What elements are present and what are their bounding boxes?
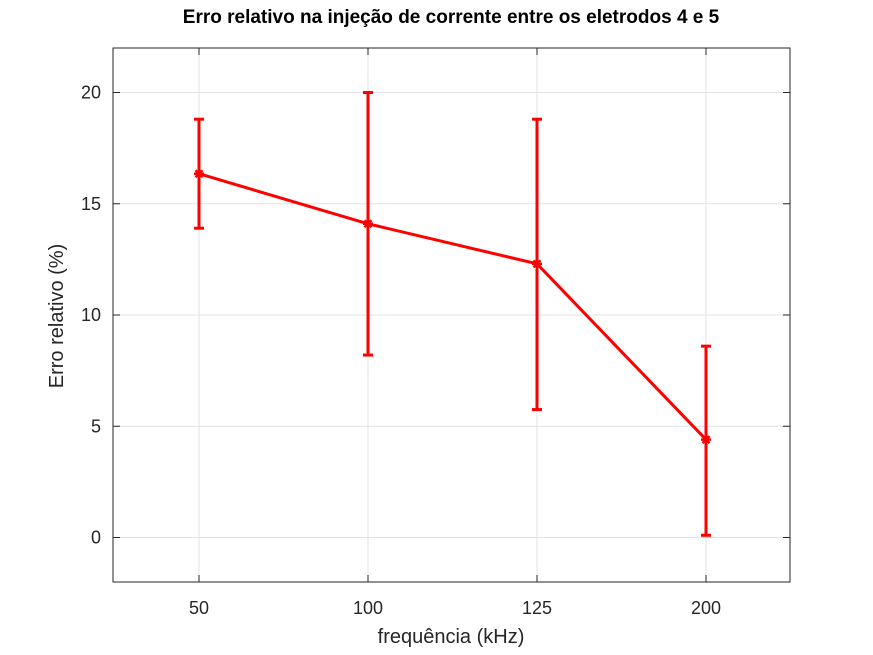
plot-frame [112,47,791,583]
x-tick-label: 125 [522,598,552,618]
data-point-marker [701,434,711,445]
x-axis-label: frequência (kHz) [378,626,525,648]
y-axis-label: Erro relativo (%) [46,244,68,388]
y-tick-label: 10 [81,305,101,325]
data-point-marker [363,218,373,229]
y-tick-label: 20 [81,83,101,103]
x-tick-label: 50 [189,598,209,618]
y-tick-label: 0 [91,528,101,548]
x-tick-label: 100 [353,598,383,618]
data-point-marker [532,258,542,269]
x-tick-label: 200 [691,598,721,618]
grid-lines [113,48,790,582]
axis-ticks [113,48,790,582]
y-tick-label: 15 [81,194,101,214]
series-layer [194,91,711,537]
tick-labels: 50 100 125 200 0 5 10 15 20 [81,83,721,619]
chart-title: Erro relativo na injeção de corrente ent… [183,7,720,28]
series-line [198,172,708,441]
y-tick-label: 5 [91,416,101,436]
data-point-marker [194,168,204,179]
